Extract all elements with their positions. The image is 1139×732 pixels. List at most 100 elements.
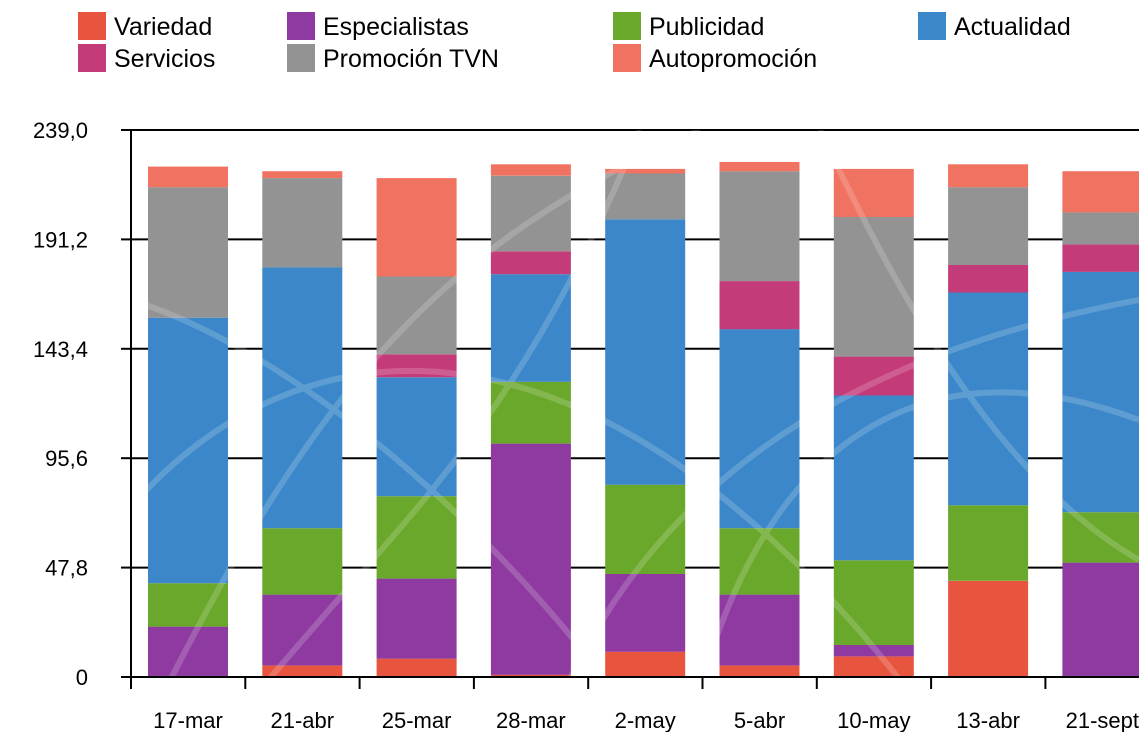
bar-segment — [1062, 271, 1139, 513]
decorative-swirl — [168, 130, 702, 677]
bar-segment — [148, 626, 228, 677]
bar-segment — [148, 187, 228, 318]
bar-segment — [605, 219, 686, 485]
bar-segment — [490, 443, 571, 675]
bar-segment — [376, 276, 457, 355]
y-tick-label: 143,4 — [33, 337, 88, 362]
decorative-swirl — [817, 130, 1139, 563]
bar-segment — [833, 168, 914, 217]
legend-entry: Variedad — [78, 12, 212, 41]
legend-entry: Especialistas — [287, 12, 469, 41]
y-tick-label: 0 — [76, 665, 88, 690]
x-tick-label: 10-may — [837, 708, 910, 732]
legend-label: Actualidad — [954, 13, 1071, 41]
bar-segment — [1062, 171, 1139, 213]
bar-segment — [376, 578, 457, 659]
bar-segment — [490, 164, 571, 176]
x-tick-label: 21-sept — [1066, 708, 1139, 732]
x-tick-label: 13-abr — [956, 708, 1020, 732]
bar-segment — [719, 281, 800, 330]
bar-segment — [605, 168, 686, 174]
bar-segment — [490, 674, 571, 677]
x-tick-label: 17-mar — [153, 708, 223, 732]
x-tick-label: 21-abr — [271, 708, 335, 732]
legend-label: Especialistas — [323, 13, 469, 41]
x-tick-label: 28-mar — [496, 708, 566, 732]
legend-entry: Promoción TVN — [287, 44, 499, 73]
bar-segment — [148, 317, 228, 584]
bar-segment — [376, 496, 457, 579]
bar-segment — [262, 267, 343, 529]
x-tick-label: 25-mar — [382, 708, 452, 732]
bar-segment — [948, 580, 1029, 677]
bar-segment — [490, 251, 571, 275]
bar-segment — [376, 178, 457, 277]
bar-segment — [262, 594, 343, 666]
bar-segment — [148, 166, 228, 188]
bar-segment — [719, 162, 800, 172]
bar-segment — [262, 178, 343, 268]
legend-label: Autopromoción — [649, 45, 817, 73]
bar-segment — [1062, 212, 1139, 245]
bar-segment — [605, 651, 686, 677]
decorative-swirl-overlay — [131, 130, 1139, 677]
bar-segment — [376, 377, 457, 497]
bar-segment — [833, 560, 914, 645]
legend-swatch — [78, 44, 106, 72]
legend-entry: Actualidad — [918, 12, 1071, 41]
legend-entry: Autopromoción — [613, 44, 817, 73]
legend-label: Promoción TVN — [323, 45, 499, 73]
legend-entry: Servicios — [78, 44, 215, 73]
bar-segment — [948, 292, 1029, 506]
bar-segment — [719, 594, 800, 666]
bar-segment — [148, 583, 228, 627]
legend-swatch — [78, 12, 106, 40]
legend-swatch — [918, 12, 946, 40]
bar-segment — [948, 505, 1029, 581]
bar-segment — [833, 395, 914, 561]
bar-segment — [262, 171, 343, 179]
x-tick-label: 5-abr — [734, 708, 785, 732]
bar-segment — [605, 484, 686, 574]
axes — [130, 130, 1139, 678]
y-axis-ticks: 0 47,8 95,6 143,4 191,2 239,0 — [33, 118, 131, 690]
decorative-swirl — [131, 368, 902, 677]
bar-segment — [948, 164, 1029, 188]
legend-label: Variedad — [114, 13, 212, 41]
bar-segment — [262, 665, 343, 677]
legend-swatch — [287, 44, 315, 72]
bar-segment — [719, 528, 800, 595]
decorative-swirl — [567, 297, 1139, 677]
x-axis-ticks: 17-mar 21-abr 25-mar 28-mar 2-may 5-abr 10-may… — [130, 677, 1139, 732]
bar-segment — [719, 329, 800, 529]
bars — [148, 162, 1139, 677]
bar-segment — [490, 274, 571, 382]
bar-segment — [376, 354, 457, 378]
bar-segment — [1062, 512, 1139, 563]
y-tick-label: 95,6 — [45, 446, 88, 471]
bar-segment — [833, 656, 914, 677]
legend-label: Publicidad — [649, 13, 764, 41]
bar-segment — [833, 217, 914, 357]
legend-swatch — [613, 44, 641, 72]
y-tick-label: 191,2 — [33, 227, 88, 252]
bar-segment — [605, 173, 686, 220]
bar-segment — [719, 171, 800, 282]
legend-swatch — [287, 12, 315, 40]
legend: Variedad Especialistas Publicidad Actualida… — [78, 12, 1071, 73]
bar-segment — [1062, 562, 1139, 677]
bar-segment — [948, 265, 1029, 293]
decorative-swirl — [131, 297, 607, 677]
bar-segment — [833, 645, 914, 657]
x-tick-label: 2-may — [615, 708, 676, 732]
bar-segment — [833, 356, 914, 396]
bar-segment — [605, 574, 686, 652]
y-tick-label: 47,8 — [45, 556, 88, 581]
legend-swatch — [613, 12, 641, 40]
bar-segment — [490, 175, 571, 252]
bar-segment — [1062, 244, 1139, 272]
legend-label: Servicios — [114, 45, 215, 73]
y-tick-label: 239,0 — [33, 118, 88, 143]
decorative-swirl — [700, 389, 1139, 677]
